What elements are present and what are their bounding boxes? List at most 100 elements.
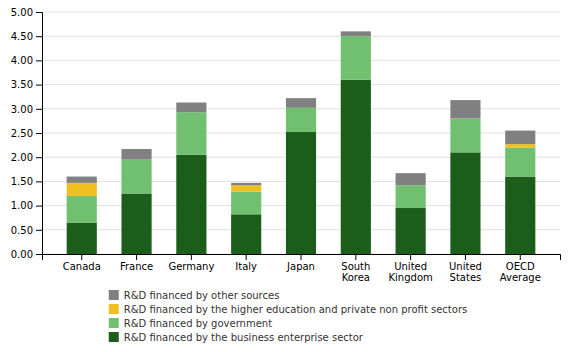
x-axis: Canada France Germany Italy Japan SouthKorea U…	[43, 254, 561, 283]
plot: 0.00 0.50 1.00 1.50 2.00 2.50 3.00 3.50 4.00 4.50…	[11, 7, 561, 283]
legend-item: R&D financed by the business enterprise …	[109, 332, 364, 343]
x-tick-mark	[81, 254, 82, 260]
grid-line	[42, 60, 560, 61]
bar	[231, 183, 261, 185]
bar	[505, 131, 535, 145]
x-tick: OECDAverage	[500, 254, 541, 283]
x-tick-mark	[465, 254, 466, 260]
grid-line	[42, 84, 560, 85]
bar	[231, 185, 261, 191]
y-tick-label: 4.50	[11, 31, 33, 42]
y-tick-mark	[36, 12, 42, 13]
y-tick-mark	[36, 181, 42, 182]
x-tick: UnitedKingdom	[389, 254, 433, 283]
y-tick-label: 2.50	[11, 128, 33, 139]
x-tick-mark	[520, 254, 521, 260]
bar	[67, 183, 97, 196]
y-tick-mark	[36, 109, 42, 110]
legend-swatch	[109, 290, 119, 300]
x-tick-label: France	[120, 261, 153, 272]
x-axis-line	[43, 255, 561, 261]
bar	[505, 148, 535, 177]
y-axis: 0.00 0.50 1.00 1.50 2.00 2.50 3.00 3.50 4.00 4.50…	[11, 7, 43, 260]
grid	[42, 12, 560, 254]
y-tick-mark	[36, 133, 42, 134]
legend-label: R&D financed by government	[124, 318, 272, 329]
bar	[505, 144, 535, 147]
y-tick-label: 4.00	[11, 55, 33, 66]
x-tick-label-line: Korea	[342, 272, 370, 283]
x-tick-label-line: United	[449, 261, 482, 272]
y-tick-mark	[36, 206, 42, 207]
y-tick: 0.50	[11, 225, 42, 236]
y-tick: 5.00	[11, 7, 42, 18]
x-tick-label-line: Average	[500, 272, 541, 283]
x-tick-label-line: Germany	[168, 261, 214, 272]
bar-series	[67, 31, 536, 185]
bar	[67, 223, 97, 254]
x-tick-label: UnitedKingdom	[389, 261, 433, 283]
bar	[396, 173, 426, 185]
bar	[231, 192, 261, 215]
y-tick: 0.00	[11, 249, 42, 260]
bar	[505, 177, 535, 254]
x-tick-mark	[191, 254, 192, 260]
x-tick-label: UnitedStates	[449, 261, 482, 283]
x-tick-mark	[301, 254, 302, 260]
bar	[176, 112, 206, 155]
bar	[341, 31, 371, 36]
y-tick: 4.00	[11, 55, 42, 66]
bar	[341, 80, 371, 254]
y-tick-label: 3.00	[11, 104, 33, 115]
legend-item: R&D financed by government	[109, 318, 272, 329]
x-tick: Italy	[235, 254, 257, 272]
y-tick-mark	[36, 36, 42, 37]
x-tick: France	[120, 254, 153, 272]
bar	[450, 100, 480, 118]
x-tick-mark	[410, 254, 411, 260]
x-tick: Germany	[168, 254, 214, 272]
y-tick: 1.50	[11, 176, 42, 187]
y-tick-mark	[36, 60, 42, 61]
y-tick-mark	[36, 254, 42, 255]
y-tick-mark	[36, 85, 42, 86]
legend-item: R&D financed by the higher education and…	[109, 304, 467, 315]
bar	[341, 36, 371, 80]
x-tick-label: SouthKorea	[341, 261, 370, 283]
x-tick: UnitedStates	[449, 254, 482, 283]
legend-swatch	[109, 304, 119, 314]
bar	[286, 132, 316, 254]
x-tick: SouthKorea	[341, 254, 370, 283]
y-tick: 2.00	[11, 152, 42, 163]
x-tick-label: Japan	[286, 261, 315, 272]
bar	[121, 149, 151, 160]
legend-item: R&D financed by other sources	[109, 290, 280, 301]
legend-swatch	[109, 332, 119, 342]
y-tick-label: 3.50	[11, 79, 33, 90]
y-tick-mark	[36, 230, 42, 231]
x-tick-label-line: Kingdom	[389, 272, 433, 283]
y-tick-label: 1.00	[11, 200, 33, 211]
bar	[286, 98, 316, 108]
legend-label: R&D financed by other sources	[124, 290, 280, 301]
x-tick-label-line: States	[450, 272, 482, 283]
bar	[450, 152, 480, 254]
x-tick-mark	[136, 254, 137, 260]
x-tick: Japan	[286, 254, 315, 272]
x-tick-label-line: OECD	[506, 261, 535, 272]
bar	[396, 208, 426, 254]
y-tick: 2.50	[11, 128, 42, 139]
x-tick: Canada	[63, 254, 101, 272]
x-tick-label-line: Italy	[235, 261, 257, 272]
legend-label: R&D financed by the higher education and…	[124, 304, 467, 315]
bar	[67, 196, 97, 223]
bar	[176, 155, 206, 254]
bar-series	[67, 80, 536, 254]
y-tick: 3.00	[11, 104, 42, 115]
bar-series	[67, 36, 536, 222]
bar	[396, 185, 426, 208]
x-tick-label: Canada	[63, 261, 101, 272]
bars	[67, 31, 536, 254]
legend: R&D financed by other sources R&D finance…	[109, 290, 467, 343]
y-tick-label: 1.50	[11, 176, 33, 187]
